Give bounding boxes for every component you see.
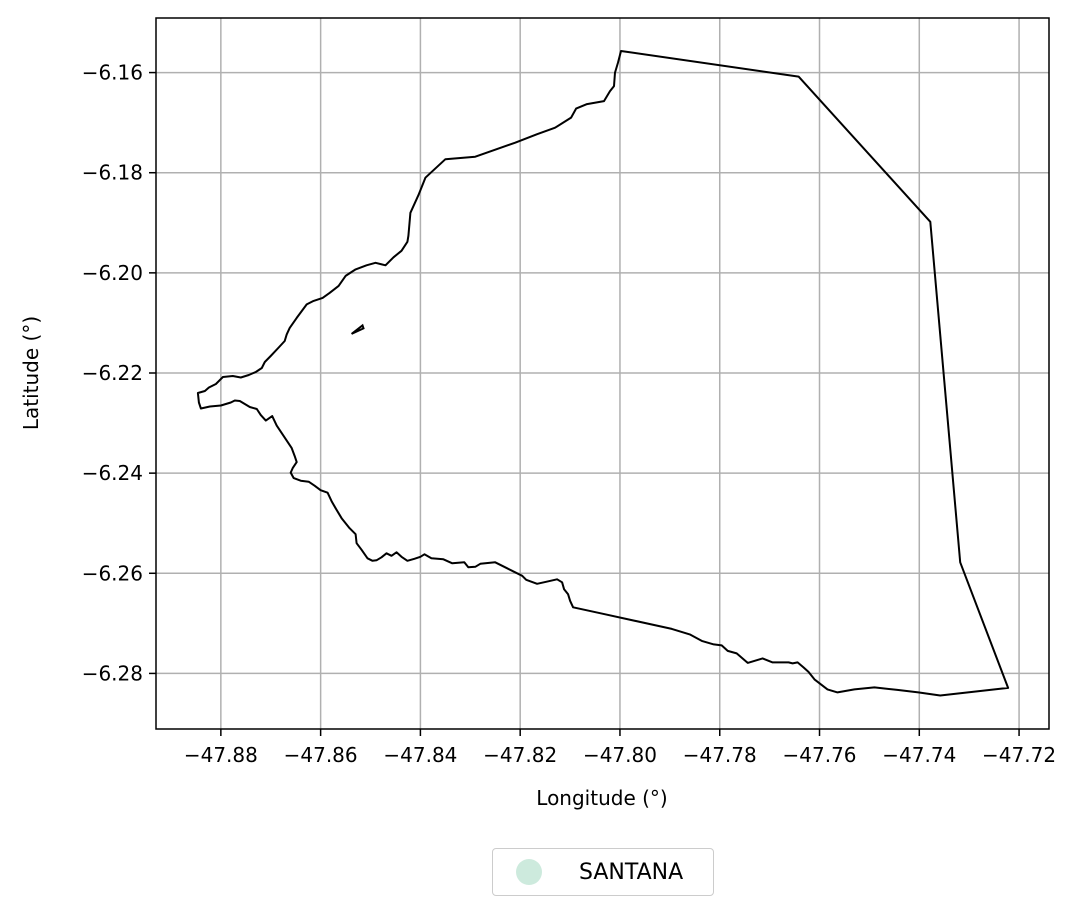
x-tick-label: −47.84 [383, 743, 457, 767]
y-tick-label: −6.22 [82, 361, 143, 385]
grid-lines [156, 18, 1049, 729]
legend-label-santana: SANTANA [579, 859, 684, 885]
x-tick-label: −47.74 [882, 743, 956, 767]
y-axis-label: Latitude (°) [19, 316, 43, 430]
legend-marker-santana [516, 859, 542, 885]
x-tick-label: −47.78 [683, 743, 757, 767]
x-tick-label: −47.88 [184, 743, 258, 767]
santana-inner-polygon [350, 323, 365, 335]
x-axis-ticks: −47.88 −47.86 −47.84 −47.82 −47.80 −47.78 −47.… [184, 729, 1056, 767]
map-shapes [196, 50, 1010, 697]
y-tick-label: −6.28 [82, 661, 143, 685]
y-axis-ticks: −6.16 −6.18 −6.20 −6.22 −6.24 −6.26 −6.28 [82, 61, 156, 685]
y-tick-label: −6.20 [82, 261, 143, 285]
x-tick-label: −47.72 [982, 743, 1056, 767]
x-axis-label: Longitude (°) [536, 786, 667, 810]
y-tick-label: −6.16 [82, 61, 143, 85]
x-tick-label: −47.80 [583, 743, 657, 767]
x-tick-label: −47.82 [483, 743, 557, 767]
x-tick-label: −47.86 [284, 743, 358, 767]
y-tick-label: −6.18 [82, 161, 143, 185]
x-tick-label: −47.76 [783, 743, 857, 767]
y-tick-label: −6.26 [82, 561, 143, 585]
y-tick-label: −6.24 [82, 461, 143, 485]
santana-boundary [196, 50, 1010, 697]
legend: SANTANA [492, 848, 714, 896]
